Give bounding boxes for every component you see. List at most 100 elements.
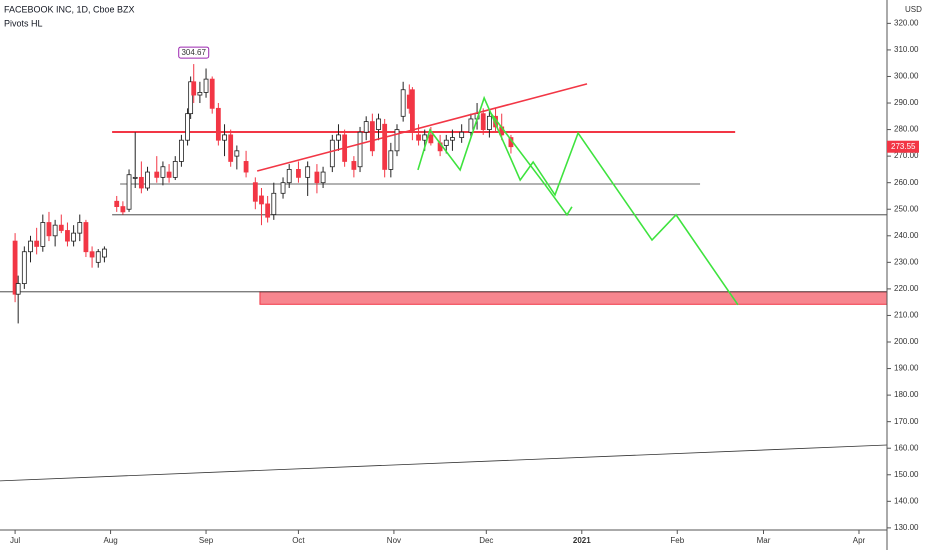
- candle-body: [369, 121, 375, 152]
- x-tick-label: Sep: [199, 536, 214, 545]
- indicator-label: Pivots HL: [4, 18, 43, 28]
- candle-body: [185, 113, 190, 141]
- candle-body: [320, 171, 326, 184]
- y-tick-label: 220.00: [894, 284, 919, 293]
- x-tick-label: Apr: [853, 536, 866, 545]
- candle-body: [160, 166, 166, 178]
- candle-body: [450, 137, 455, 141]
- candle-body: [376, 118, 381, 130]
- y-tick-label: 280.00: [894, 125, 919, 134]
- candle-body: [166, 171, 172, 178]
- candle-body: [71, 232, 77, 242]
- candle-body: [314, 171, 320, 184]
- chart-title: FACEBOOK INC, 1D, Cboe BZX: [4, 4, 135, 14]
- candle-body: [209, 78, 215, 109]
- candle-body: [351, 161, 357, 170]
- y-tick-label: 240.00: [894, 231, 919, 240]
- y-tick-label: 290.00: [894, 98, 919, 107]
- candle-body: [234, 150, 240, 157]
- high-label: 304.67: [181, 48, 206, 57]
- candle-body: [336, 134, 341, 141]
- candle-body: [357, 131, 363, 168]
- candle-body: [388, 150, 394, 170]
- y-tick-label: 180.00: [894, 390, 919, 399]
- y-tick-label: 250.00: [894, 204, 919, 213]
- candle-body: [459, 131, 465, 138]
- candle-body: [265, 203, 271, 218]
- y-tick-label: 230.00: [894, 257, 919, 266]
- candle-body: [296, 169, 301, 178]
- candle-body: [34, 240, 40, 247]
- candle-body: [409, 89, 415, 133]
- candle-body: [468, 118, 474, 133]
- candle-body: [21, 251, 27, 284]
- y-tick-label: 270.00: [894, 151, 919, 160]
- candle-body: [12, 240, 18, 295]
- candle-body: [102, 248, 107, 258]
- candle-body: [145, 171, 150, 189]
- candle-body: [400, 89, 406, 117]
- x-tick-label: Oct: [292, 536, 305, 545]
- candle-body: [89, 251, 95, 258]
- y-tick-label: 210.00: [894, 311, 919, 320]
- candle-body: [172, 161, 178, 178]
- x-tick-label: Jul: [10, 536, 20, 545]
- candle-body: [286, 169, 292, 184]
- trendline: [0, 444, 888, 482]
- candle-body: [222, 134, 227, 141]
- y-tick-label: 160.00: [894, 443, 919, 452]
- candle-body: [443, 139, 449, 146]
- candle-body: [83, 222, 89, 253]
- y-tick-label: 310.00: [894, 45, 919, 54]
- candle-body: [188, 81, 194, 115]
- y-tick-label: 320.00: [894, 18, 919, 27]
- candle-body: [416, 134, 421, 141]
- candle-body: [280, 182, 286, 194]
- candle-body: [428, 134, 434, 144]
- y-tick-label: 200.00: [894, 337, 919, 346]
- candle-body: [132, 176, 138, 179]
- candle-body: [243, 161, 249, 173]
- candle-body: [197, 92, 203, 96]
- candle-body: [138, 176, 144, 189]
- candle-body: [486, 115, 492, 130]
- y-tick-label: 300.00: [894, 72, 919, 81]
- y-tick-label: 190.00: [894, 364, 919, 373]
- candle-body: [252, 182, 258, 202]
- currency-label: USD: [905, 5, 922, 14]
- x-tick-label: Aug: [103, 536, 117, 545]
- x-tick-label: Feb: [670, 536, 684, 545]
- candle-body: [58, 224, 64, 231]
- x-tick-label: Mar: [757, 536, 771, 545]
- y-tick-label: 170.00: [894, 417, 919, 426]
- candle-body: [15, 283, 21, 295]
- trendline: [417, 95, 739, 306]
- candle-body: [120, 206, 126, 213]
- last-price-box: [887, 140, 919, 153]
- candle-body: [52, 224, 58, 237]
- candle-body: [179, 139, 184, 162]
- candle-body: [40, 222, 46, 247]
- candle-body: [191, 81, 197, 96]
- candle-body: [28, 240, 33, 253]
- candle-body: [329, 139, 335, 168]
- y-tick-label: 130.00: [894, 523, 919, 532]
- candle-body: [271, 192, 277, 215]
- candle-body: [126, 174, 132, 210]
- x-tick-label: Nov: [387, 536, 401, 545]
- candle-body: [95, 251, 101, 263]
- y-tick-label: 260.00: [894, 178, 919, 187]
- candle-body: [382, 123, 388, 170]
- candle-body: [203, 78, 209, 93]
- trendline: [489, 111, 573, 217]
- candle-body: [480, 113, 486, 130]
- candle-body: [65, 230, 70, 242]
- plot-area: [0, 64, 888, 482]
- candle-body: [422, 134, 428, 141]
- candle-body: [305, 166, 311, 178]
- candle-body: [228, 134, 234, 162]
- x-tick-label: 2021: [573, 536, 591, 545]
